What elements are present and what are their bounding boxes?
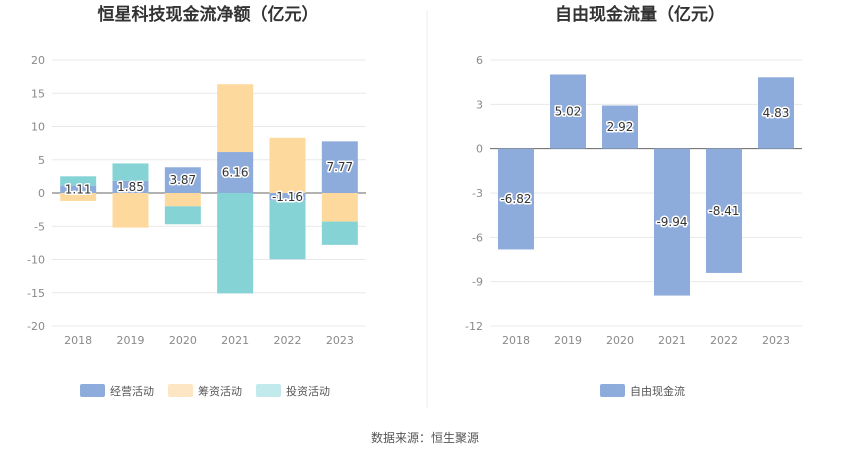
bar-自由现金流-2021 bbox=[654, 148, 690, 296]
y-tick-label: -12 bbox=[465, 320, 483, 333]
legend[interactable]: 经营活动 筹资活动 投资活动 bbox=[80, 384, 330, 398]
bar-经营活动-2020 bbox=[164, 167, 201, 193]
bar-经营活动-2021 bbox=[217, 152, 254, 193]
y-tick-label: 6 bbox=[476, 54, 483, 67]
y-tick-label: -9 bbox=[472, 276, 483, 289]
data-label: 1.85 bbox=[117, 180, 144, 194]
legend-swatch[interactable] bbox=[80, 384, 105, 397]
legend-label[interactable]: 投资活动 bbox=[286, 384, 330, 398]
y-tick-label: -5 bbox=[34, 220, 45, 233]
bar-筹资活动-2021 bbox=[217, 84, 254, 153]
bar-自由现金流-2019 bbox=[550, 74, 586, 149]
bars bbox=[60, 84, 358, 294]
data-label: 7.77 bbox=[326, 160, 353, 174]
bar-筹资活动-2023 bbox=[321, 193, 358, 222]
legend-swatch[interactable] bbox=[168, 384, 193, 397]
y-tick-label: -10 bbox=[27, 254, 45, 267]
x-tick-label: 2021 bbox=[221, 334, 249, 347]
legend-swatch[interactable] bbox=[600, 384, 625, 397]
cash-flow-chart: 恒星科技现金流净额（亿元） 20 15 10 5 0 -5 -10 -15 -20 2018 2019… bbox=[27, 4, 366, 398]
data-label: 1.11 bbox=[65, 182, 92, 196]
y-tick-label: 15 bbox=[31, 87, 45, 100]
x-tick-label: 2020 bbox=[606, 334, 634, 347]
legend[interactable]: 自由现金流 bbox=[600, 384, 685, 398]
bar-自由现金流-2020 bbox=[602, 105, 638, 149]
x-tick-label: 2022 bbox=[274, 334, 302, 347]
bar-自由现金流-2023 bbox=[758, 77, 794, 149]
x-tick-label: 2018 bbox=[64, 334, 92, 347]
bar-投资活动-2023 bbox=[321, 221, 358, 245]
x-tick-label: 2020 bbox=[169, 334, 197, 347]
data-label: -8.41 bbox=[708, 204, 739, 218]
data-label: 5.02 bbox=[555, 105, 582, 119]
chart-title: 自由现金流量（亿元） bbox=[555, 4, 725, 25]
bar-经营活动-2019 bbox=[112, 180, 149, 193]
y-tick-label: 5 bbox=[38, 154, 45, 167]
legend-swatch[interactable] bbox=[256, 384, 281, 397]
x-tick-label: 2019 bbox=[117, 334, 145, 347]
bar-经营活动-2023 bbox=[321, 141, 358, 193]
free-cash-flow-chart: 自由现金流量（亿元） 6 3 0 -3 -6 -9 -12 2018 2019 2020 2021 20… bbox=[465, 4, 802, 398]
bar-筹资活动-2019 bbox=[112, 193, 149, 228]
bar-筹资活动-2018 bbox=[60, 193, 97, 201]
data-label: 4.83 bbox=[763, 106, 790, 120]
x-tick-label: 2019 bbox=[554, 334, 582, 347]
y-tick-label: -6 bbox=[472, 231, 483, 244]
bar-自由现金流-2022 bbox=[706, 148, 742, 273]
bar-筹资活动-2022 bbox=[269, 137, 306, 193]
y-tick-label: 3 bbox=[476, 98, 483, 111]
y-tick-label: -20 bbox=[27, 320, 45, 333]
y-tick-label: 0 bbox=[38, 187, 45, 200]
x-tick-label: 2023 bbox=[326, 334, 354, 347]
data-label: 6.16 bbox=[222, 166, 249, 180]
y-tick-label: -3 bbox=[472, 187, 483, 200]
bar-自由现金流-2018 bbox=[498, 148, 534, 250]
x-tick-label: 2018 bbox=[502, 334, 530, 347]
y-tick-label: 20 bbox=[31, 54, 45, 67]
legend-label[interactable]: 筹资活动 bbox=[198, 384, 242, 398]
y-tick-label: 10 bbox=[31, 121, 45, 134]
bar-投资活动-2022 bbox=[269, 200, 306, 260]
bar-投资活动-2021 bbox=[217, 193, 254, 294]
y-tick-label: -15 bbox=[27, 287, 45, 300]
x-tick-label: 2021 bbox=[658, 334, 686, 347]
y-tick-label: 0 bbox=[476, 143, 483, 156]
bars bbox=[498, 74, 794, 296]
legend-label[interactable]: 经营活动 bbox=[110, 384, 154, 398]
data-label: -9.94 bbox=[656, 215, 687, 229]
data-label: -1.16 bbox=[272, 190, 303, 204]
bar-投资活动-2018 bbox=[60, 176, 97, 186]
legend-label[interactable]: 自由现金流 bbox=[630, 384, 685, 398]
x-tick-label: 2022 bbox=[710, 334, 738, 347]
data-label: 3.87 bbox=[169, 173, 196, 187]
data-label: -6.82 bbox=[500, 192, 531, 206]
bar-经营活动-2018 bbox=[60, 185, 97, 193]
bar-经营活动-2022 bbox=[269, 193, 306, 201]
bar-筹资活动-2020 bbox=[164, 193, 201, 207]
x-tick-label: 2023 bbox=[762, 334, 790, 347]
data-label: 2.92 bbox=[607, 120, 634, 134]
bar-投资活动-2019 bbox=[112, 163, 149, 181]
chart-title: 恒星科技现金流净额（亿元） bbox=[98, 4, 319, 25]
source-note: 数据来源：恒生聚源 bbox=[371, 430, 479, 445]
bar-投资活动-2020 bbox=[164, 206, 201, 225]
